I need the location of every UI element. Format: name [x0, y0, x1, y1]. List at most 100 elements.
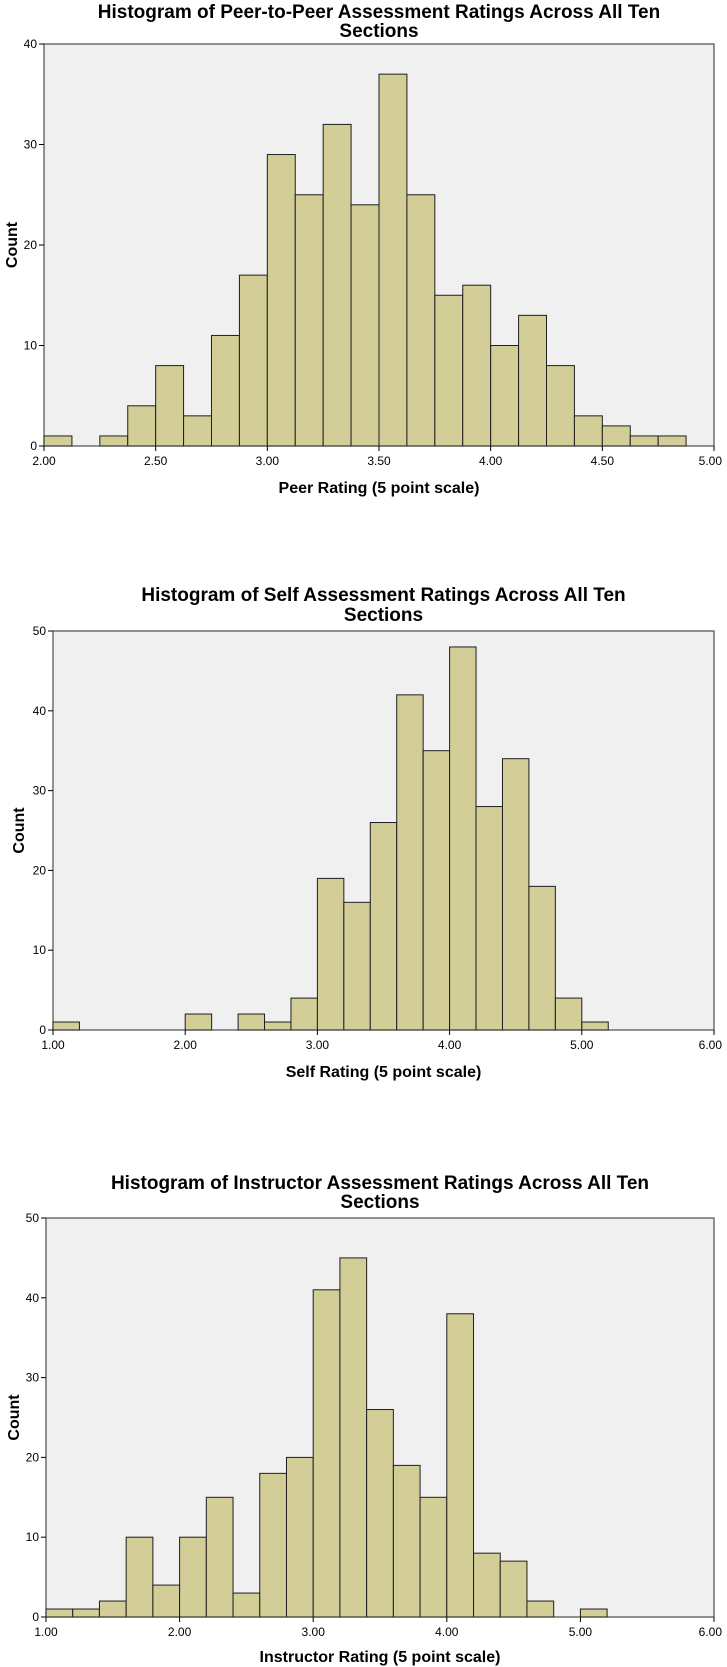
y-tick-label: 20 [24, 238, 38, 252]
x-axis-label: Peer Rating (5 point scale) [279, 480, 480, 497]
histogram-bar [290, 997, 318, 1031]
histogram-bar [266, 154, 296, 447]
histogram-bar [127, 405, 157, 447]
y-tick-label: 40 [33, 704, 47, 718]
y-tick-label: 10 [24, 339, 38, 353]
histogram-bar [238, 274, 268, 447]
y-tick-label: 40 [26, 1291, 40, 1305]
x-tick-label: 4.00 [479, 454, 503, 468]
histogram-bar [526, 1600, 555, 1618]
x-tick-label: 4.50 [591, 454, 615, 468]
y-tick-label: 20 [26, 1450, 40, 1464]
y-tick-label: 0 [39, 1023, 46, 1037]
histogram-bar [125, 1536, 154, 1618]
histogram-bar [98, 1600, 127, 1618]
chart-title-line: Histogram of Instructor Assessment Ratin… [111, 1173, 649, 1194]
histogram-bar [490, 345, 520, 447]
y-tick-label: 30 [26, 1371, 40, 1385]
histogram-bar [473, 1552, 501, 1618]
histogram-bar [152, 1584, 181, 1618]
histogram-bar [629, 435, 659, 447]
histogram-bar [657, 435, 687, 447]
y-tick-label: 20 [33, 863, 47, 877]
histogram-bar [366, 1409, 394, 1618]
histogram-bar [155, 365, 185, 447]
histogram-bar [312, 1289, 341, 1618]
histogram-bar [462, 284, 492, 447]
x-tick-label: 4.00 [438, 1038, 462, 1052]
x-axis-label: Instructor Rating (5 point scale) [260, 1649, 501, 1666]
histogram-bar [579, 1608, 608, 1618]
y-axis-label: Count [6, 1394, 23, 1441]
histogram-bar [528, 885, 556, 1031]
histogram-bar [316, 877, 345, 1031]
x-tick-label: 5.00 [569, 1625, 593, 1639]
histogram-bar [72, 1608, 100, 1618]
histogram-bar [285, 1456, 314, 1618]
x-tick-label: 3.50 [367, 454, 391, 468]
histogram-bar [205, 1496, 234, 1618]
y-tick-label: 30 [33, 784, 47, 798]
histogram-bar [179, 1536, 207, 1618]
histogram-bar [449, 646, 477, 1031]
y-tick-label: 0 [32, 1610, 39, 1624]
histogram-bar [264, 1021, 292, 1031]
y-axis-label: Count [11, 807, 28, 854]
y-tick-label: 10 [26, 1530, 40, 1544]
histogram-bar [43, 435, 73, 447]
histogram-bar [52, 1021, 80, 1031]
chart-title-line: Sections [339, 21, 418, 42]
y-tick-label: 10 [33, 943, 47, 957]
histogram-bar [184, 1013, 213, 1031]
x-tick-label: 2.50 [144, 454, 168, 468]
histogram-bar [422, 750, 451, 1031]
y-tick-label: 50 [33, 624, 47, 638]
histogram-bar [369, 822, 398, 1031]
histogram-bar [45, 1608, 74, 1618]
histogram-bar [99, 435, 129, 447]
histogram-panel-3: Histogram of Instructor Assessment Ratin… [6, 1173, 722, 1666]
x-tick-label: 2.00 [168, 1625, 192, 1639]
histogram-bar [211, 334, 240, 447]
histogram-bar [581, 1021, 609, 1031]
chart-title-line: Sections [340, 1192, 419, 1213]
histogram-bar [601, 425, 631, 447]
histogram-bar [573, 415, 603, 447]
y-tick-label: 50 [26, 1211, 40, 1225]
histogram-bar [475, 806, 503, 1031]
histogram-bar [518, 314, 547, 447]
x-tick-label: 3.00 [306, 1038, 330, 1052]
y-axis-label: Count [4, 221, 21, 268]
x-tick-label: 2.00 [174, 1038, 198, 1052]
histogram-bar [499, 1560, 528, 1618]
histogram-bar [322, 123, 352, 447]
histogram-bar [419, 1496, 448, 1618]
histogram-bar [554, 997, 583, 1031]
x-tick-label: 1.00 [41, 1038, 65, 1052]
x-tick-label: 6.00 [699, 1038, 723, 1052]
histogram-bar [546, 365, 575, 447]
y-tick-label: 30 [24, 138, 38, 152]
x-tick-label: 6.00 [699, 1625, 723, 1639]
histogram-bar [501, 758, 530, 1031]
histogram-bar [406, 194, 436, 447]
chart-title-line: Sections [344, 605, 423, 626]
x-tick-label: 1.00 [34, 1625, 58, 1639]
x-tick-label: 3.00 [302, 1625, 326, 1639]
histogram-bar [259, 1472, 287, 1618]
chart-title-line: Histogram of Peer-to-Peer Assessment Rat… [98, 2, 660, 23]
x-tick-label: 3.00 [256, 454, 280, 468]
histogram-bar [396, 694, 424, 1031]
histogram-bar [350, 204, 380, 447]
histogram-bar [392, 1464, 421, 1618]
histogram-bar [294, 194, 324, 447]
histogram-panel-1: Histogram of Peer-to-Peer Assessment Rat… [4, 2, 722, 497]
x-tick-label: 2.00 [32, 454, 56, 468]
y-tick-label: 0 [30, 439, 37, 453]
histogram-bar [232, 1592, 261, 1618]
chart-title-line: Histogram of Self Assessment Ratings Acr… [141, 585, 625, 606]
histogram-bar [446, 1313, 475, 1618]
histogram-bar [378, 73, 408, 447]
histogram-bar [237, 1013, 266, 1031]
